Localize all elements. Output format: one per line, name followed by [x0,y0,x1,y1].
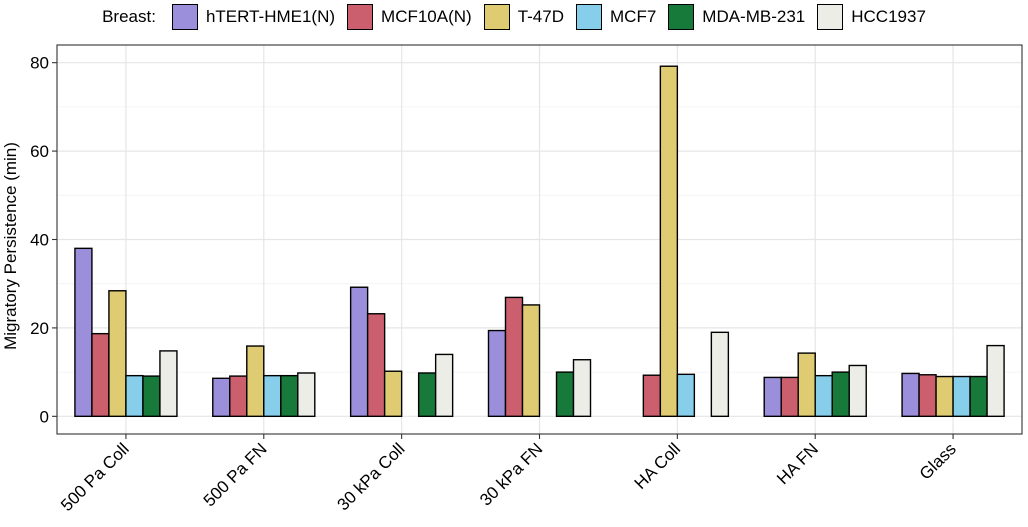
legend-swatch [347,4,374,30]
bar [710,331,730,418]
bar [487,329,507,418]
bar [74,247,93,418]
x-tick-label: 500 Pa FN [200,439,271,510]
bar [780,376,799,418]
bar [108,290,127,418]
legend-label: T-47D [517,7,564,26]
legend-item: MCF10A(N) [347,4,472,30]
bar [229,375,248,418]
legend-item: MDA-MB-231 [668,4,805,30]
y-tick-label: 60 [30,142,49,161]
bar [280,374,299,418]
bars [74,65,1005,418]
x-tick-label: 500 Pa Coll [57,439,133,515]
x-tick-label: Glass [916,439,960,483]
legend-item: MCF7 [576,4,656,30]
legend-label: MCF10A(N) [381,7,472,26]
bar [159,350,178,418]
bar [212,377,231,418]
bar [969,375,988,418]
bar [521,304,541,418]
y-tick-label: 40 [30,231,49,250]
bar [555,371,575,418]
y-axis-title: Migratory Persistence (min) [1,142,20,350]
bar [263,374,282,418]
bar [935,375,954,418]
bar [831,371,850,418]
bar [814,374,833,418]
bar [297,372,316,418]
x-tick-label: HA Coll [631,439,685,493]
legend-label: MCF7 [610,7,657,26]
legend-swatch [817,4,844,30]
bar [986,344,1005,418]
bar [91,332,110,418]
legend-swatch [483,4,510,30]
bar [659,65,679,418]
bar [366,313,386,418]
bar [676,373,696,418]
x-tick-label: 30 kPa Coll [334,439,409,514]
bar [901,372,920,418]
bar [504,296,524,418]
bar [572,359,592,418]
legend-label: MDA-MB-231 [702,7,806,26]
legend-label: HCC1937 [851,7,926,26]
axes: 0 20 40 60 80 500 Pa Coll 500 Pa FN 30 kPa Coll… [30,54,960,515]
bar [848,364,867,418]
bar [797,352,816,418]
legend-swatch [171,4,198,30]
bar [642,374,662,418]
legend-item: T-47D [483,4,564,30]
legend: Breast: hTERT-HME1(N) MCF10A(N) T-47D MC… [0,0,1028,34]
bar [383,370,403,418]
legend-item: HCC1937 [817,4,926,30]
bar [918,374,937,418]
y-tick-label: 80 [30,54,49,73]
bar [952,375,971,418]
y-tick-label: 20 [30,319,49,338]
bar [434,353,454,418]
legend-title: Breast: [102,7,156,26]
bar [349,286,369,418]
bar [142,375,161,418]
bar [246,345,265,418]
bar [417,372,437,418]
legend-item: hTERT-HME1(N) [171,4,336,30]
x-tick-label: HA FN [773,439,822,488]
x-tick-label: 30 kPa FN [476,439,546,509]
y-tick-label: 0 [40,407,49,426]
legend-label: hTERT-HME1(N) [205,7,336,26]
bar [763,376,782,418]
legend-swatch [668,4,695,30]
bar [125,374,144,418]
legend-swatch [576,4,602,30]
